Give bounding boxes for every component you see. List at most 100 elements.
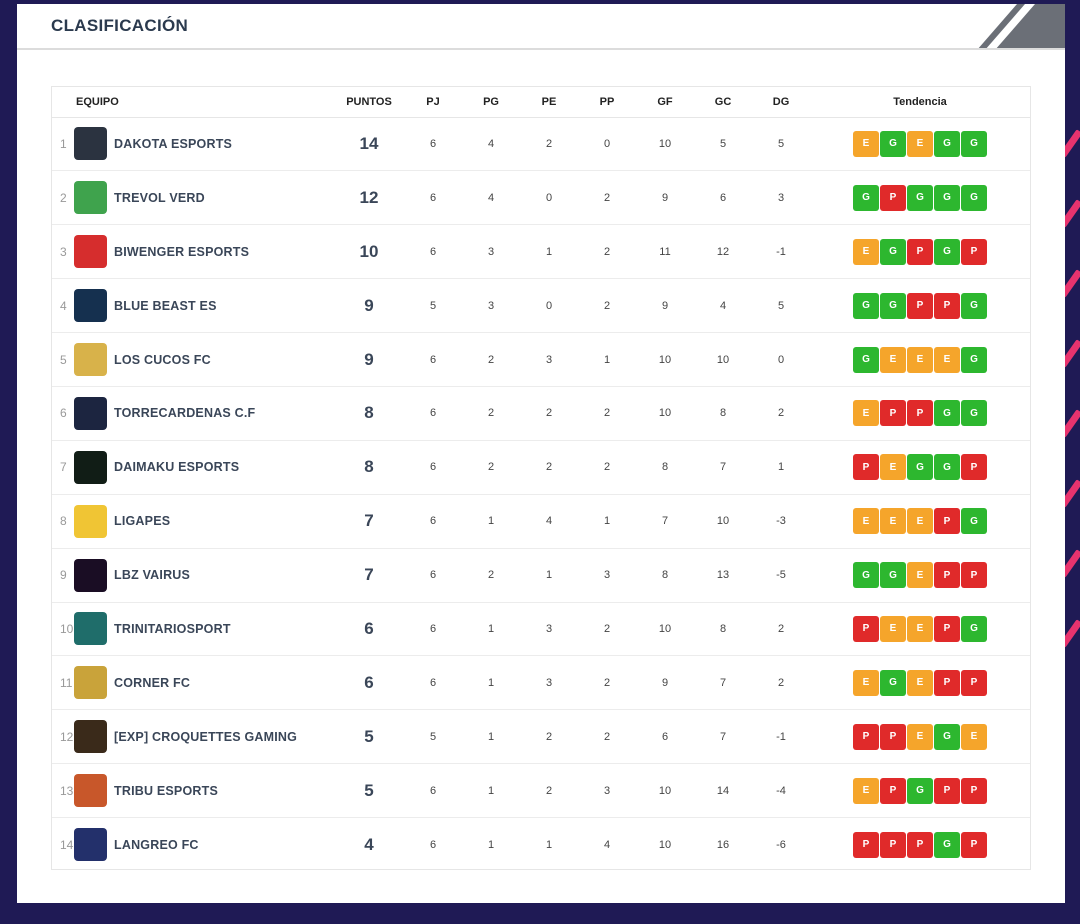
col-header-points[interactable]: PUNTOS [334, 87, 405, 118]
team-name[interactable]: BIWENGER ESPORTS [114, 244, 250, 259]
table-row[interactable]: 13 TRIBU ESPORTS 5 6 1 2 3 10 14 -4 E P G P P [52, 764, 1030, 818]
goals-for-cell: 10 [658, 838, 672, 851]
played-cell: 6 [429, 838, 437, 851]
team-cell[interactable]: TORRECARDENAS C.F [74, 396, 334, 430]
trend-result-badge: P [907, 831, 933, 858]
trend-result-badge: G [853, 562, 879, 589]
table-row[interactable]: 9 LBZ VAIRUS 7 6 2 1 3 8 13 -5 G G E P P [52, 548, 1030, 603]
corner-logo-icon [74, 666, 107, 700]
blue-beast-logo-icon [74, 289, 107, 323]
trend-result-badge: G [880, 562, 906, 589]
col-header-drawn[interactable]: PE [520, 87, 579, 118]
trend-result-badge: G [961, 346, 987, 373]
table-row[interactable]: 5 LOS CUCOS FC 9 6 2 3 1 10 10 0 G E E E G [52, 333, 1030, 387]
col-header-goals-against[interactable]: GC [694, 87, 753, 118]
points-cell: 7 [364, 565, 374, 585]
trend-result-badge: G [907, 777, 933, 804]
trend-result-badge: P [961, 454, 987, 481]
lost-cell: 2 [603, 299, 611, 312]
team-name[interactable]: CORNER FC [114, 675, 191, 690]
team-name[interactable]: LBZ VAIRUS [114, 568, 191, 583]
team-cell[interactable]: BLUE BEAST ES [74, 289, 334, 323]
goal-diff-cell: 2 [777, 676, 785, 689]
trend-result-badge: P [961, 238, 987, 265]
table-row[interactable]: 12 [EXP] CROQUETTES GAMING 5 5 1 2 2 6 7 -1 P P E G E [52, 710, 1030, 764]
team-cell[interactable]: CORNER FC [74, 666, 334, 700]
won-cell: 4 [487, 191, 495, 204]
trinitario-logo-icon [74, 612, 107, 646]
team-cell[interactable]: LOS CUCOS FC [74, 343, 334, 376]
drawn-cell: 3 [545, 622, 553, 635]
goals-for-cell: 8 [661, 461, 669, 474]
table-row[interactable]: 10 TRINITARIOSPORT 6 6 1 3 2 10 8 2 P E E P G [52, 602, 1030, 656]
team-name[interactable]: TORRECARDENAS C.F [114, 406, 256, 421]
table-row[interactable]: 6 TORRECARDENAS C.F 8 6 2 2 2 10 8 2 E P P G G [52, 386, 1030, 441]
col-header-goal-diff[interactable]: DG [752, 87, 811, 118]
points-cell: 12 [359, 187, 379, 207]
table-row[interactable]: 8 LIGAPES 7 6 1 4 1 7 10 -3 E E E P G [52, 494, 1030, 549]
team-cell[interactable]: LBZ VAIRUS [74, 558, 334, 592]
table-row[interactable]: 4 BLUE BEAST ES 9 5 3 0 2 9 4 5 G G P P G [52, 279, 1030, 333]
trend-result-badge: E [907, 615, 933, 642]
trend-result-badge: E [880, 454, 906, 481]
team-name[interactable]: TREVOL VERD [114, 190, 205, 205]
team-cell[interactable]: DAIMAKU ESPORTS [74, 450, 334, 484]
corner-decoration-icon [978, 4, 1065, 48]
goals-against-cell: 7 [719, 676, 727, 689]
team-name[interactable]: TRIBU ESPORTS [114, 783, 218, 798]
team-cell[interactable]: [EXP] CROQUETTES GAMING [74, 720, 334, 754]
goal-diff-cell: 5 [777, 137, 785, 150]
team-cell[interactable]: LIGAPES [74, 504, 334, 538]
table-row[interactable]: 14 LANGREO FC 4 6 1 1 4 10 16 -6 P P P G P [52, 818, 1030, 872]
won-cell: 1 [487, 784, 495, 797]
col-header-goals-for[interactable]: GF [636, 87, 695, 118]
team-cell[interactable]: DAKOTA ESPORTS [74, 127, 334, 161]
trend-result-badge: G [880, 238, 906, 265]
table-row[interactable]: 7 DAIMAKU ESPORTS 8 6 2 2 2 8 7 1 P E G G P [52, 440, 1030, 495]
col-header-team[interactable]: EQUIPO [52, 87, 335, 118]
drawn-cell: 1 [545, 838, 553, 851]
ligapes-logo-icon [74, 504, 107, 538]
team-cell[interactable]: TRIBU ESPORTS [74, 774, 334, 808]
team-name[interactable]: [EXP] CROQUETTES GAMING [114, 729, 298, 744]
col-header-played[interactable]: PJ [404, 87, 463, 118]
team-cell[interactable]: TREVOL VERD [74, 181, 334, 215]
team-cell[interactable]: TRINITARIOSPORT [74, 612, 334, 646]
points-cell: 5 [364, 726, 374, 746]
table-row[interactable]: 3 BIWENGER ESPORTS 10 6 3 1 2 11 12 -1 E G P G P [52, 225, 1030, 279]
col-header-lost[interactable]: PP [578, 87, 637, 118]
lost-cell: 2 [603, 191, 611, 204]
team-name[interactable]: DAKOTA ESPORTS [114, 136, 233, 151]
table-row[interactable]: 1 DAKOTA ESPORTS 14 6 4 2 0 10 5 5 E G E G G [52, 117, 1030, 171]
lost-cell: 2 [603, 622, 611, 635]
trend-result-badge: P [907, 292, 933, 319]
goals-for-cell: 10 [658, 353, 672, 366]
trend-result-badge: G [853, 184, 879, 211]
team-name[interactable]: DAIMAKU ESPORTS [114, 460, 240, 475]
team-name[interactable]: LOS CUCOS FC [114, 352, 211, 367]
team-name[interactable]: LANGREO FC [114, 837, 199, 852]
goals-for-cell: 10 [658, 622, 672, 635]
team-name[interactable]: BLUE BEAST ES [114, 298, 217, 313]
lost-cell: 0 [603, 137, 611, 150]
won-cell: 3 [487, 245, 495, 258]
won-cell: 1 [487, 730, 495, 743]
team-cell[interactable]: LANGREO FC [74, 828, 334, 862]
col-header-won[interactable]: PG [462, 87, 521, 118]
team-name[interactable]: TRINITARIOSPORT [114, 621, 231, 636]
points-cell: 8 [364, 457, 374, 477]
drawn-cell: 4 [545, 515, 553, 528]
goal-diff-cell: 2 [777, 622, 785, 635]
played-cell: 6 [429, 353, 437, 366]
table-row[interactable]: 2 TREVOL VERD 12 6 4 0 2 9 6 3 G P G G G [52, 171, 1030, 225]
trend-result-badge: E [907, 130, 933, 157]
played-cell: 6 [429, 407, 437, 420]
table-row[interactable]: 11 CORNER FC 6 6 1 3 2 9 7 2 E G E P P [52, 656, 1030, 710]
drawn-cell: 0 [545, 191, 553, 204]
goals-for-cell: 9 [661, 299, 669, 312]
team-cell[interactable]: BIWENGER ESPORTS [74, 235, 334, 269]
col-header-trend: Tendencia [810, 87, 1030, 118]
team-name[interactable]: LIGAPES [114, 514, 171, 529]
trend-result-badge: G [907, 454, 933, 481]
